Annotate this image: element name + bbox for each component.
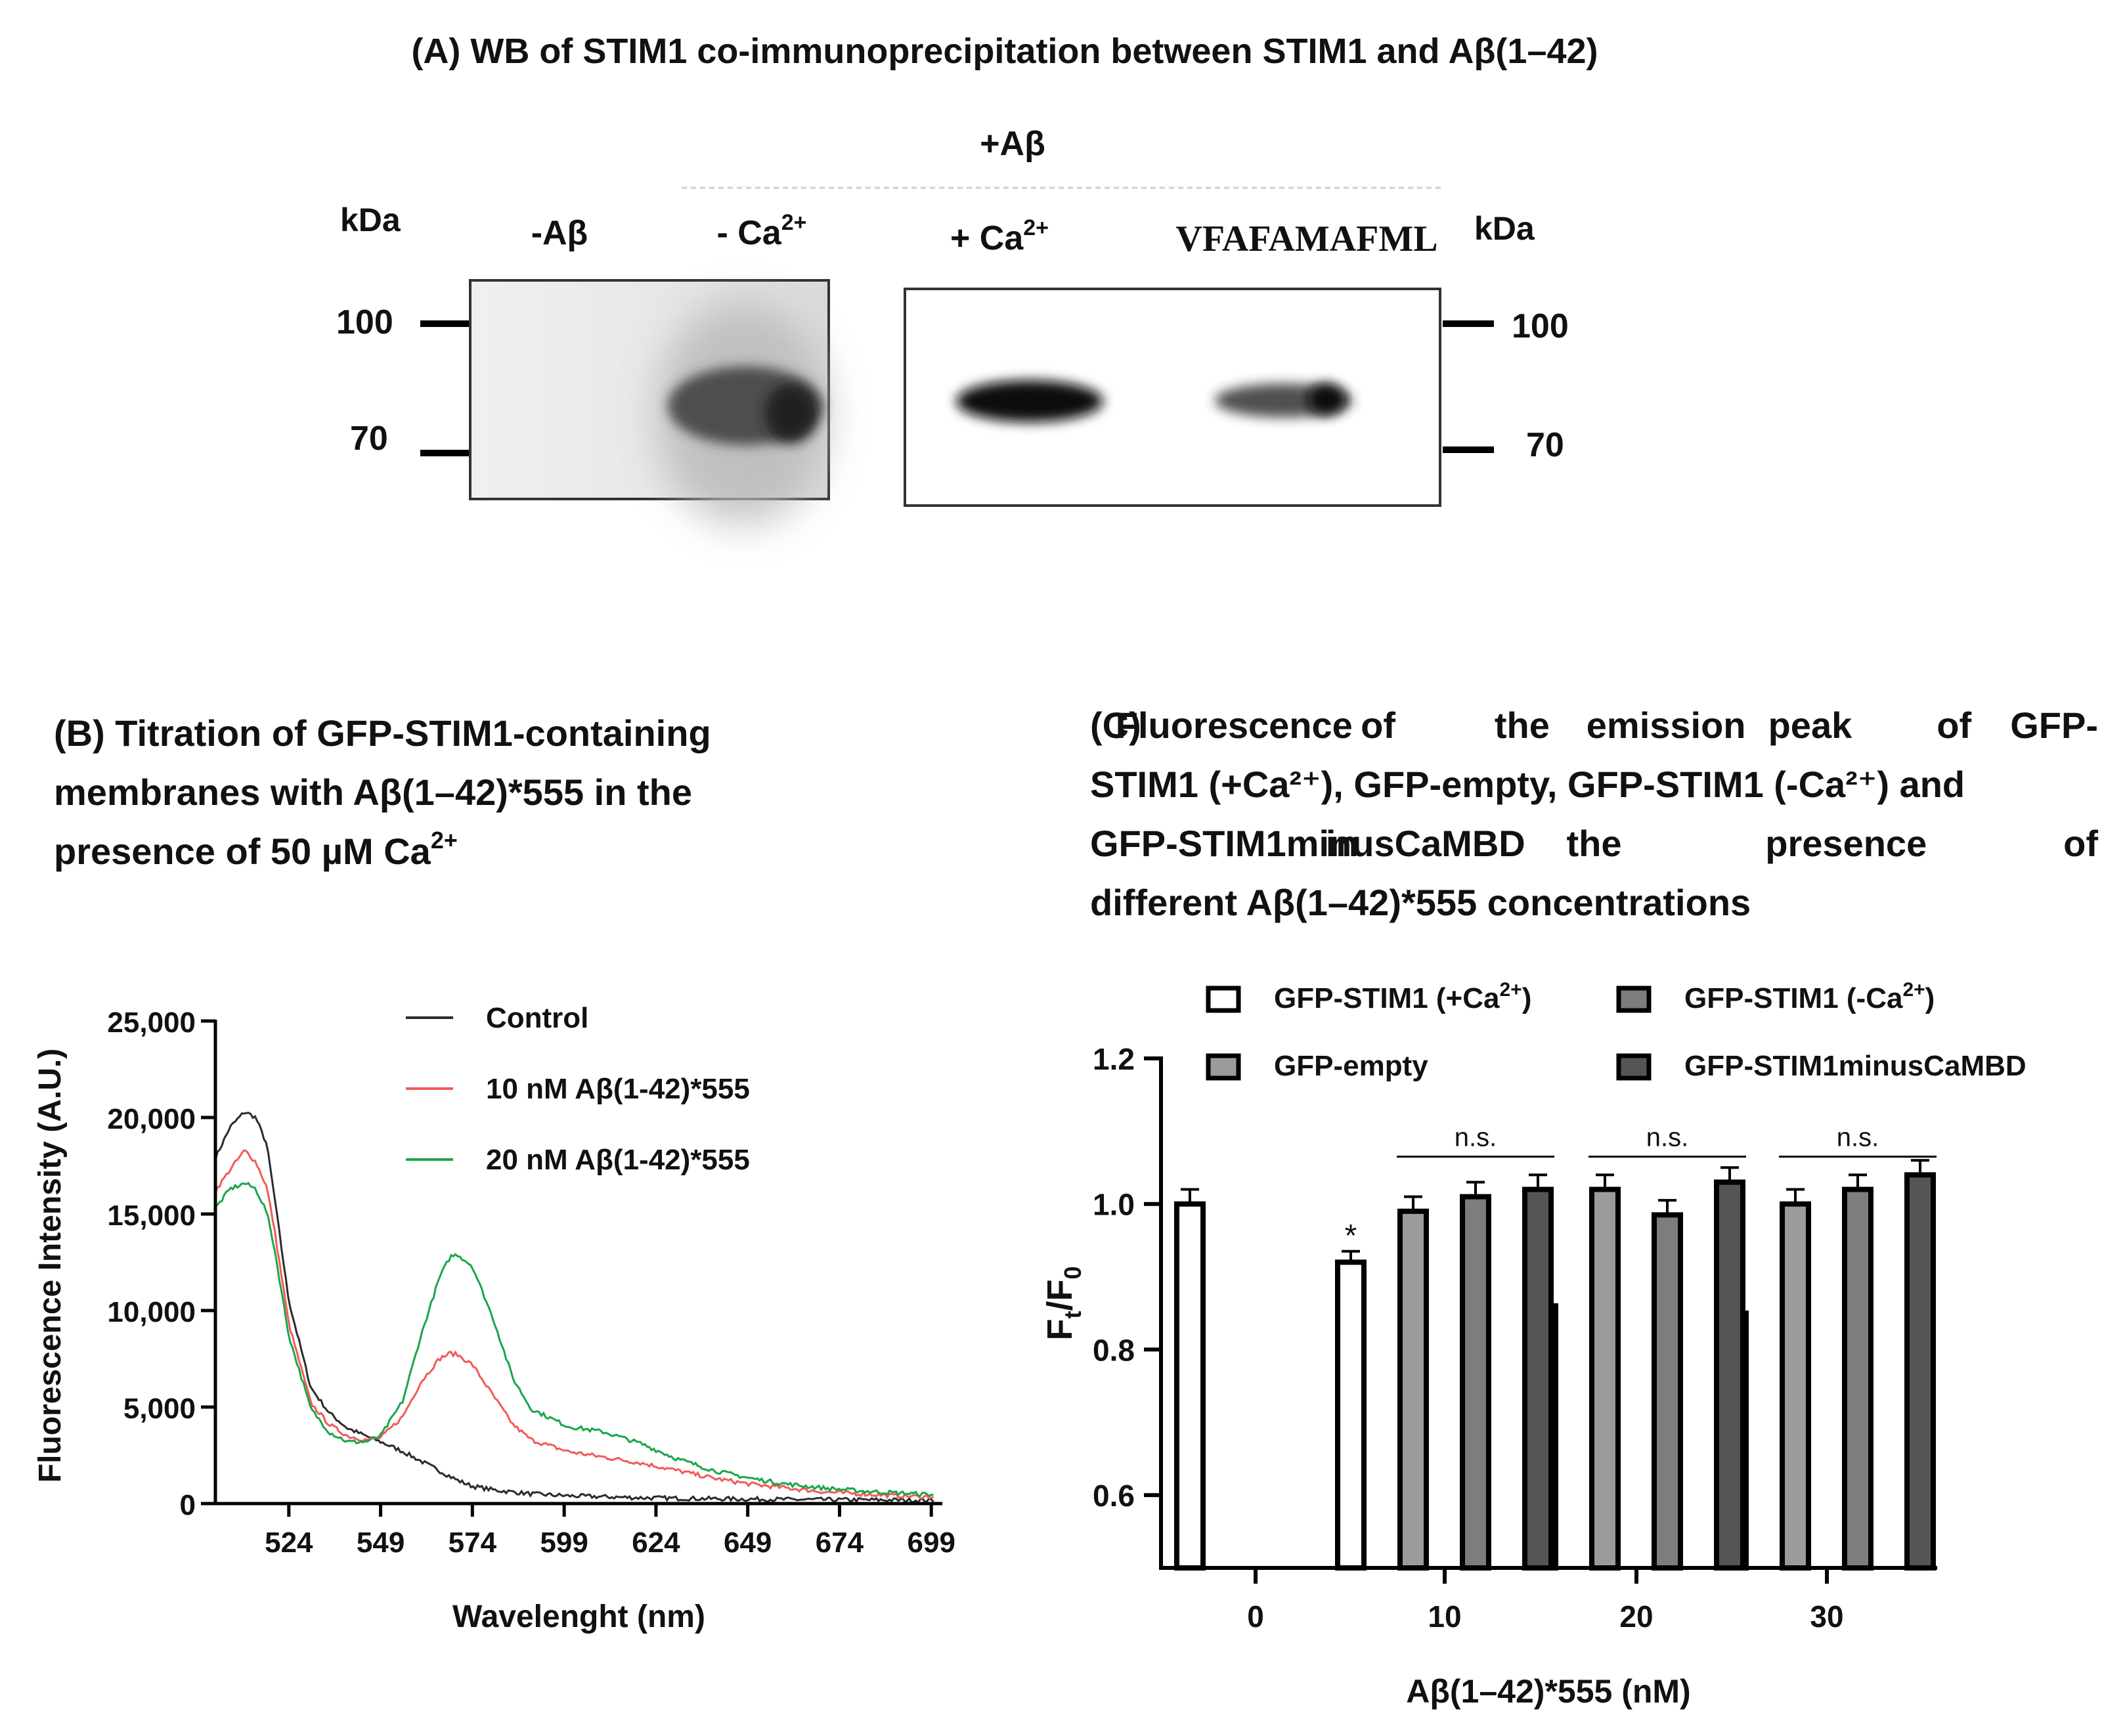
- panel-c-title-word: of: [1937, 705, 1971, 746]
- marker-right-70: 70: [1526, 426, 1564, 464]
- bar-2-30: [1780, 1201, 1811, 1571]
- x-tick-label: 549: [357, 1527, 405, 1559]
- bar-3-30: [1842, 1186, 1873, 1571]
- x-axis-label: Wavelenght (nm): [452, 1599, 705, 1634]
- kda-label-left: kDa: [340, 202, 401, 238]
- y-tick-label: 5,000: [123, 1393, 196, 1425]
- panel-b: (B) Titration of GFP-STIM1-containing me…: [33, 712, 955, 1634]
- panel-c-title-word: GFP-STIM1minusCaMBD: [1090, 823, 1525, 864]
- panel-c-title-word: the: [1495, 705, 1550, 746]
- panel-c-title-word: Fluorescence: [1116, 705, 1353, 746]
- x-axis-label: Aβ(1–42)*555 (nM): [1406, 1673, 1690, 1710]
- legend-label-2: GFP-empty: [1274, 1050, 1428, 1082]
- x-tick-label: 674: [816, 1527, 864, 1559]
- panel-c-title-word: (C): [1090, 705, 1141, 746]
- ns-label: n.s.: [1837, 1123, 1879, 1152]
- bar-3-20: [1652, 1212, 1683, 1571]
- marker-left-70: 70: [350, 420, 388, 458]
- bar-2-20: [1589, 1186, 1621, 1571]
- legend-swatch-2: [1206, 1053, 1241, 1081]
- lane-label-vfafamafml: VFAFAMAFML: [1175, 219, 1437, 259]
- legend-label-3: GFP-STIM1 (-Ca2+): [1684, 979, 1935, 1014]
- panel-b-title-line-3: presence of 50 µM Ca2+: [54, 827, 458, 872]
- bar-1-10: [1335, 1259, 1367, 1571]
- y-tick-label: 20,000: [107, 1103, 196, 1135]
- x-tick-label: 574: [449, 1527, 497, 1559]
- panel-c-title-word: of: [2063, 823, 2098, 864]
- group-label-plus-abeta: +Aβ: [980, 125, 1045, 163]
- series-line-2: [214, 1149, 934, 1500]
- panel-a: (A) WB of STIM1 co‑immunoprecipitation b…: [336, 32, 1598, 525]
- y-tick-label: 0.8: [1093, 1333, 1135, 1367]
- panel-c-title-word: in: [1326, 823, 1359, 864]
- bar-2-10: [1397, 1208, 1429, 1571]
- bar-3-10: [1460, 1194, 1491, 1571]
- series-line-3: [214, 1181, 934, 1498]
- panel-c-title-line-2: STIM1 (+Ca²⁺), GFP-empty, GFP-STIM1 (-Ca…: [1090, 764, 1965, 805]
- panel-a-title: (A) WB of STIM1 co‑immunoprecipitation b…: [411, 32, 1598, 71]
- y-tick-label: 1.0: [1093, 1188, 1135, 1222]
- y-tick-label: 10,000: [107, 1296, 196, 1328]
- panel-c-title-word: emission: [1587, 705, 1746, 746]
- blot-band-vfafamafml-core: [1308, 383, 1345, 415]
- x-tick-label: 699: [908, 1527, 955, 1559]
- legend-label-1: GFP-STIM1 (+Ca2+): [1274, 979, 1531, 1014]
- marker-left-100: 100: [336, 303, 393, 341]
- blot-band-minus-ca-core: [765, 384, 818, 443]
- bar-1-0: [1174, 1201, 1206, 1571]
- marker-right-100: 100: [1512, 307, 1569, 345]
- y-tick-label: 15,000: [107, 1200, 196, 1232]
- panel-c-title-word: peak: [1768, 705, 1852, 746]
- legend-swatch-3: [1616, 986, 1652, 1013]
- legend-label-4: GFP-STIM1minusCaMBD: [1684, 1050, 2026, 1082]
- x-tick-label: 0: [1247, 1599, 1264, 1634]
- line-chart: 0 5,000 10,000 15,000 20,000 25,000 524 549 574 5…: [33, 1002, 955, 1634]
- y-tick-label: 25,000: [107, 1007, 196, 1039]
- blot-band-plus-ca: [956, 380, 1103, 422]
- y-tick-label: 0.6: [1093, 1479, 1135, 1513]
- panel-c-title-word: of: [1361, 705, 1395, 746]
- ns-label: n.s.: [1455, 1123, 1497, 1152]
- bar-4-10: [1522, 1186, 1554, 1571]
- panel-b-title-line-1: (B) Titration of GFP-STIM1-containing: [54, 712, 711, 754]
- kda-label-right: kDa: [1474, 210, 1535, 247]
- panel-c-title-word: the: [1567, 823, 1622, 864]
- x-tick-label: 524: [265, 1527, 313, 1559]
- lane-label-plus-ca: + Ca2+: [950, 215, 1049, 257]
- x-tick-label: 20: [1619, 1599, 1653, 1634]
- x-tick-label: 10: [1428, 1599, 1461, 1634]
- x-tick-label: 649: [724, 1527, 772, 1559]
- significance-star: *: [1345, 1219, 1357, 1253]
- legend-label-1: Control: [486, 1002, 588, 1034]
- panel-c-title: (C)Fluorescence of the emission peak of GFP-ST…: [1090, 705, 2098, 923]
- x-tick-label: 624: [632, 1527, 680, 1559]
- panel-c: (C)Fluorescence of the emission peak of GFP-ST…: [1040, 705, 2098, 1710]
- y-tick-label: 0: [180, 1489, 196, 1521]
- y-axis-label: Ft/F0: [1040, 1266, 1086, 1340]
- ns-label: n.s.: [1646, 1123, 1688, 1152]
- lane-label-minus-abeta: -Aβ: [531, 214, 588, 252]
- y-axis-label: Fluorescence Intensity (A.U.): [33, 1049, 68, 1483]
- panel-c-title-line-4: different Aβ(1–42)*555 concentrations: [1090, 882, 1751, 923]
- series-line-1: [214, 1112, 934, 1504]
- panel-b-title-line-2: membranes with Aβ(1–42)*555 in the: [54, 771, 692, 813]
- legend-label-2: 10 nM Aβ(1-42)*555: [486, 1073, 750, 1105]
- x-tick-label: 599: [540, 1527, 588, 1559]
- lane-label-minus-ca: - Ca2+: [716, 210, 806, 252]
- y-tick-label: 1.2: [1093, 1042, 1135, 1076]
- panel-c-title-word: presence: [1765, 823, 1927, 864]
- bar-4-30: [1904, 1172, 1936, 1571]
- bar-4-20: [1714, 1179, 1745, 1571]
- legend-swatch-4: [1616, 1053, 1652, 1081]
- legend-label-3: 20 nM Aβ(1-42)*555: [486, 1144, 750, 1176]
- legend-swatch-1: [1206, 986, 1241, 1013]
- blot-right: [904, 288, 1441, 507]
- blot-left: [469, 279, 830, 525]
- x-tick-label: 30: [1810, 1599, 1843, 1634]
- panel-c-title-word: GFP-: [2010, 705, 2098, 746]
